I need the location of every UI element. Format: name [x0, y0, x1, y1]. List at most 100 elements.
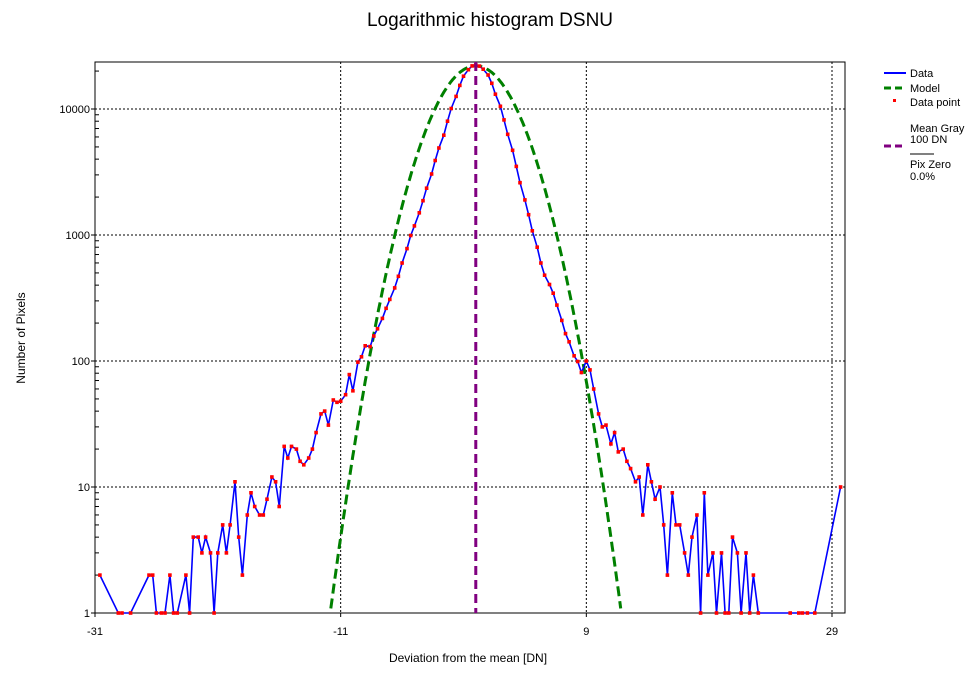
data-point-110 — [584, 359, 589, 363]
data-point-35 — [277, 504, 281, 509]
y-tick-label-0: 1 — [84, 608, 90, 620]
data-point-37 — [286, 456, 290, 460]
legend-model-label: Model — [910, 83, 940, 95]
data-point-145 — [727, 611, 731, 615]
data-point-99 — [539, 261, 543, 265]
data-point-36 — [282, 444, 286, 449]
data-point-103 — [555, 303, 559, 307]
data-point-140 — [706, 573, 710, 577]
x-tick-label-3: 29 — [826, 626, 838, 638]
data-point-62 — [388, 297, 392, 302]
data-point-57 — [368, 344, 372, 349]
data-point-4 — [147, 573, 151, 577]
y-axis-label: Number of Pixels — [14, 292, 28, 383]
data-point-42 — [306, 456, 311, 460]
data-point-13 — [187, 611, 192, 615]
data-point-129 — [661, 523, 666, 527]
data-point-112 — [591, 387, 596, 391]
data-point-20 — [216, 551, 220, 555]
data-point-41 — [302, 463, 306, 467]
data-point-73 — [433, 158, 437, 163]
data-point-127 — [653, 497, 657, 501]
data-point-2 — [120, 611, 124, 615]
legend-point-swatch — [893, 99, 896, 102]
data-point-101 — [547, 282, 552, 287]
data-point-32 — [265, 497, 269, 501]
data-point-90 — [502, 118, 506, 122]
data-point-22 — [224, 551, 229, 555]
data-point-47 — [326, 423, 331, 427]
data-point-146 — [730, 535, 735, 539]
data-point-143 — [719, 551, 724, 555]
plot-area — [94, 61, 846, 614]
data-point-81 — [466, 67, 471, 72]
data-point-12 — [184, 573, 188, 577]
data-point-44 — [314, 430, 318, 435]
data-point-0 — [98, 573, 102, 577]
data-point-64 — [396, 274, 401, 279]
data-point-132 — [674, 523, 678, 527]
data-point-61 — [384, 306, 388, 311]
data-point-157 — [813, 611, 817, 615]
data-point-111 — [588, 368, 592, 372]
data-point-48 — [331, 398, 336, 402]
data-point-84 — [477, 64, 482, 68]
data-point-38 — [289, 444, 294, 449]
data-point-23 — [228, 523, 232, 527]
data-point-105 — [563, 331, 568, 336]
data-point-17 — [203, 535, 208, 539]
legend-mean-label: Mean Gray — [910, 123, 965, 135]
data-point-26 — [240, 573, 245, 577]
data-point-87 — [490, 81, 494, 86]
data-point-136 — [690, 535, 694, 539]
data-point-76 — [445, 119, 450, 123]
data-point-60 — [380, 316, 385, 321]
data-point-122 — [633, 480, 638, 484]
data-point-156 — [805, 611, 810, 615]
data-point-139 — [702, 491, 707, 495]
data-point-126 — [649, 480, 654, 484]
x-axis-label: Deviation from the mean [DN] — [389, 651, 547, 665]
data-point-100 — [542, 273, 547, 277]
data-point-27 — [245, 513, 250, 517]
data-point-71 — [424, 186, 429, 190]
data-point-65 — [400, 261, 404, 265]
data-point-58 — [372, 334, 376, 338]
data-point-124 — [641, 513, 645, 517]
data-point-155 — [800, 611, 805, 615]
data-point-94 — [518, 180, 522, 185]
data-point-52 — [347, 372, 352, 377]
data-point-14 — [191, 535, 196, 539]
data-point-3 — [128, 611, 133, 615]
data-point-78 — [454, 94, 458, 99]
data-point-95 — [523, 198, 527, 202]
data-point-1 — [116, 611, 121, 615]
data-point-133 — [677, 523, 682, 527]
data-point-115 — [604, 423, 608, 427]
data-point-113 — [596, 412, 601, 416]
data-point-8 — [163, 611, 167, 615]
data-point-86 — [486, 73, 490, 77]
data-point-43 — [310, 447, 315, 451]
data-point-141 — [711, 551, 715, 555]
data-point-109 — [579, 370, 584, 375]
data-point-16 — [200, 551, 204, 555]
data-point-114 — [600, 425, 605, 429]
legend-mean-value: 100 DN — [910, 134, 947, 146]
data-point-77 — [449, 106, 453, 111]
data-point-123 — [637, 475, 641, 479]
data-point-96 — [526, 212, 531, 217]
data-point-153 — [788, 611, 792, 615]
legend-data-label: Data — [910, 68, 934, 80]
data-point-19 — [212, 611, 216, 615]
chart-title: Logarithmic histogram DSNU — [367, 10, 613, 31]
data-point-158 — [838, 485, 843, 489]
legend-point-label: Data point — [910, 97, 960, 109]
data-point-33 — [270, 475, 274, 479]
data-point-67 — [408, 233, 413, 238]
grid — [95, 62, 845, 613]
data-point-34 — [273, 480, 278, 484]
data-point-6 — [154, 611, 159, 615]
data-point-117 — [612, 430, 617, 435]
